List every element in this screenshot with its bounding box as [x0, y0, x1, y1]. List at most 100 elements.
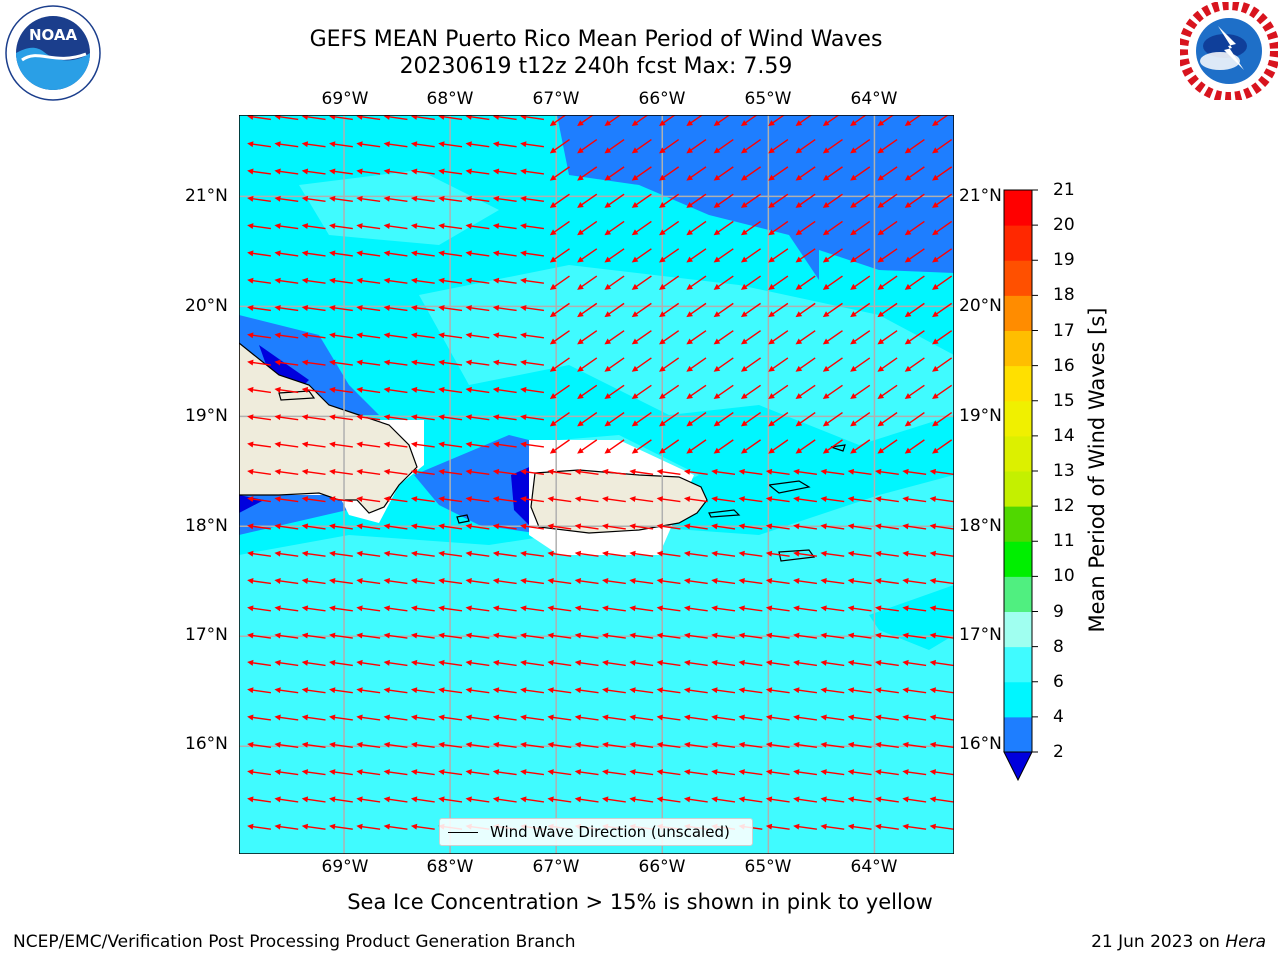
wave-direction-arrow	[387, 580, 408, 585]
wave-direction-arrowhead	[577, 338, 584, 345]
wave-direction-arrow	[496, 743, 517, 748]
wave-direction-arrowhead	[465, 741, 472, 748]
wave-direction-arrow	[469, 115, 490, 121]
wave-direction-arrow	[414, 552, 435, 557]
wave-direction-arrowhead	[768, 256, 775, 263]
mona-island	[456, 514, 470, 524]
map-title: GEFS MEAN Puerto Rico Mean Period of Win…	[309, 27, 883, 52]
wave-direction-arrow	[551, 634, 572, 639]
wave-direction-arrow	[551, 525, 572, 530]
wave-direction-arrow	[496, 716, 517, 721]
wave-direction-arrowhead	[765, 769, 773, 776]
colorbar-bin	[1004, 576, 1032, 612]
colorbar-tick-label: 20	[1053, 215, 1075, 236]
wave-direction-arrowhead	[438, 141, 445, 148]
virgin-islands	[767, 480, 811, 494]
wave-direction-arrowhead	[847, 468, 855, 475]
wave-direction-arrowhead	[547, 714, 554, 721]
wave-direction-arrowhead	[875, 687, 882, 694]
wave-direction-arrow	[851, 498, 872, 503]
wave-direction-arrow	[278, 197, 299, 202]
wave-direction-arrow	[469, 279, 490, 284]
wave-direction-arrowhead	[932, 393, 939, 400]
wave-direction-arrowhead	[247, 714, 254, 721]
wave-direction-arrow	[769, 771, 790, 776]
wave-direction-arrow	[660, 498, 681, 503]
wave-direction-arrow	[442, 143, 463, 148]
wave-direction-arrowhead	[356, 496, 363, 503]
wave-direction-arrowhead	[329, 195, 336, 202]
wave-direction-arrow	[580, 439, 598, 452]
wave-direction-arrow	[414, 580, 435, 585]
wave-direction-arrowhead	[602, 714, 609, 721]
wave-direction-arrow	[250, 143, 272, 148]
wave-direction-arrowhead	[465, 195, 472, 202]
wave-direction-arrow	[716, 138, 734, 152]
wave-direction-arrowhead	[850, 229, 857, 236]
wave-direction-arrowhead	[329, 496, 336, 503]
wave-direction-arrow	[305, 143, 326, 148]
wave-direction-arrow	[469, 580, 490, 585]
wave-direction-arrow	[442, 798, 463, 803]
wave-direction-arrowhead	[602, 632, 609, 639]
wave-direction-arrow	[523, 525, 545, 530]
wave-direction-arrowhead	[683, 796, 691, 803]
wave-direction-arrow	[769, 552, 790, 557]
wave-direction-arrowhead	[383, 277, 390, 284]
colorbar-bin	[1004, 716, 1032, 753]
wave-direction-arrowhead	[822, 229, 830, 236]
wave-direction-arrow	[660, 743, 681, 748]
lon-label-top: 67°W	[532, 89, 580, 109]
wave-direction-arrow	[442, 689, 463, 694]
wave-direction-arrow	[715, 525, 736, 530]
wave-direction-arrowhead	[902, 823, 909, 830]
wave-direction-arrow	[523, 197, 545, 202]
wave-direction-arrowhead	[465, 632, 472, 639]
wave-direction-arrowhead	[820, 605, 827, 612]
wave-direction-arrowhead	[520, 223, 527, 230]
wave-direction-arrowhead	[356, 305, 363, 311]
wave-direction-arrow	[661, 275, 680, 289]
wave-direction-arrowhead	[410, 277, 418, 284]
wave-direction-arrowhead	[740, 338, 748, 345]
wave-direction-arrowhead	[602, 769, 609, 776]
wave-direction-arrow	[607, 193, 625, 207]
wave-direction-arrowhead	[713, 147, 721, 154]
wave-direction-arrowhead	[904, 147, 912, 154]
wave-direction-arrow	[851, 689, 872, 694]
wave-direction-arrow	[250, 279, 272, 284]
wave-direction-arrow	[769, 798, 790, 803]
wave-direction-arrowhead	[301, 277, 309, 284]
wave-direction-arrow	[305, 798, 326, 803]
wave-direction-arrowhead	[738, 523, 745, 530]
wave-direction-arrow	[523, 443, 545, 448]
wave-direction-arrow	[552, 248, 570, 261]
wave-direction-arrow	[689, 220, 707, 234]
wave-direction-arrow	[414, 689, 435, 694]
wave-direction-arrowhead	[631, 174, 639, 181]
wave-direction-arrow	[278, 307, 299, 312]
wave-direction-arrow	[771, 357, 789, 371]
wave-direction-arrowhead	[877, 447, 885, 454]
lon-label-bottom: 64°W	[850, 857, 898, 877]
wave-direction-arrow	[824, 689, 845, 694]
wave-direction-arrow	[878, 689, 899, 694]
wave-direction-arrowhead	[683, 741, 691, 748]
wave-direction-arrowhead	[574, 605, 582, 612]
wave-direction-arrow	[469, 634, 490, 639]
wave-direction-arrowhead	[765, 796, 773, 803]
colorbar-label: Mean Period of Wind Waves [s]	[1085, 307, 1109, 633]
wave-direction-arrowhead	[274, 332, 281, 339]
wave-direction-arrow	[442, 634, 463, 639]
sea-ice-note: Sea Ice Concentration > 15% is shown in …	[347, 890, 933, 914]
wave-direction-arrow	[387, 743, 408, 748]
wave-direction-arrowhead	[738, 496, 745, 503]
wave-direction-arrow	[360, 689, 381, 694]
wave-direction-arrowhead	[329, 523, 336, 530]
wave-direction-arrowhead	[793, 741, 800, 748]
wave-direction-arrow	[414, 252, 435, 257]
wave-direction-arrowhead	[713, 311, 721, 318]
wave-direction-arrowhead	[577, 229, 584, 236]
wave-direction-arrow	[825, 115, 840, 125]
wave-direction-arrow	[687, 743, 708, 748]
